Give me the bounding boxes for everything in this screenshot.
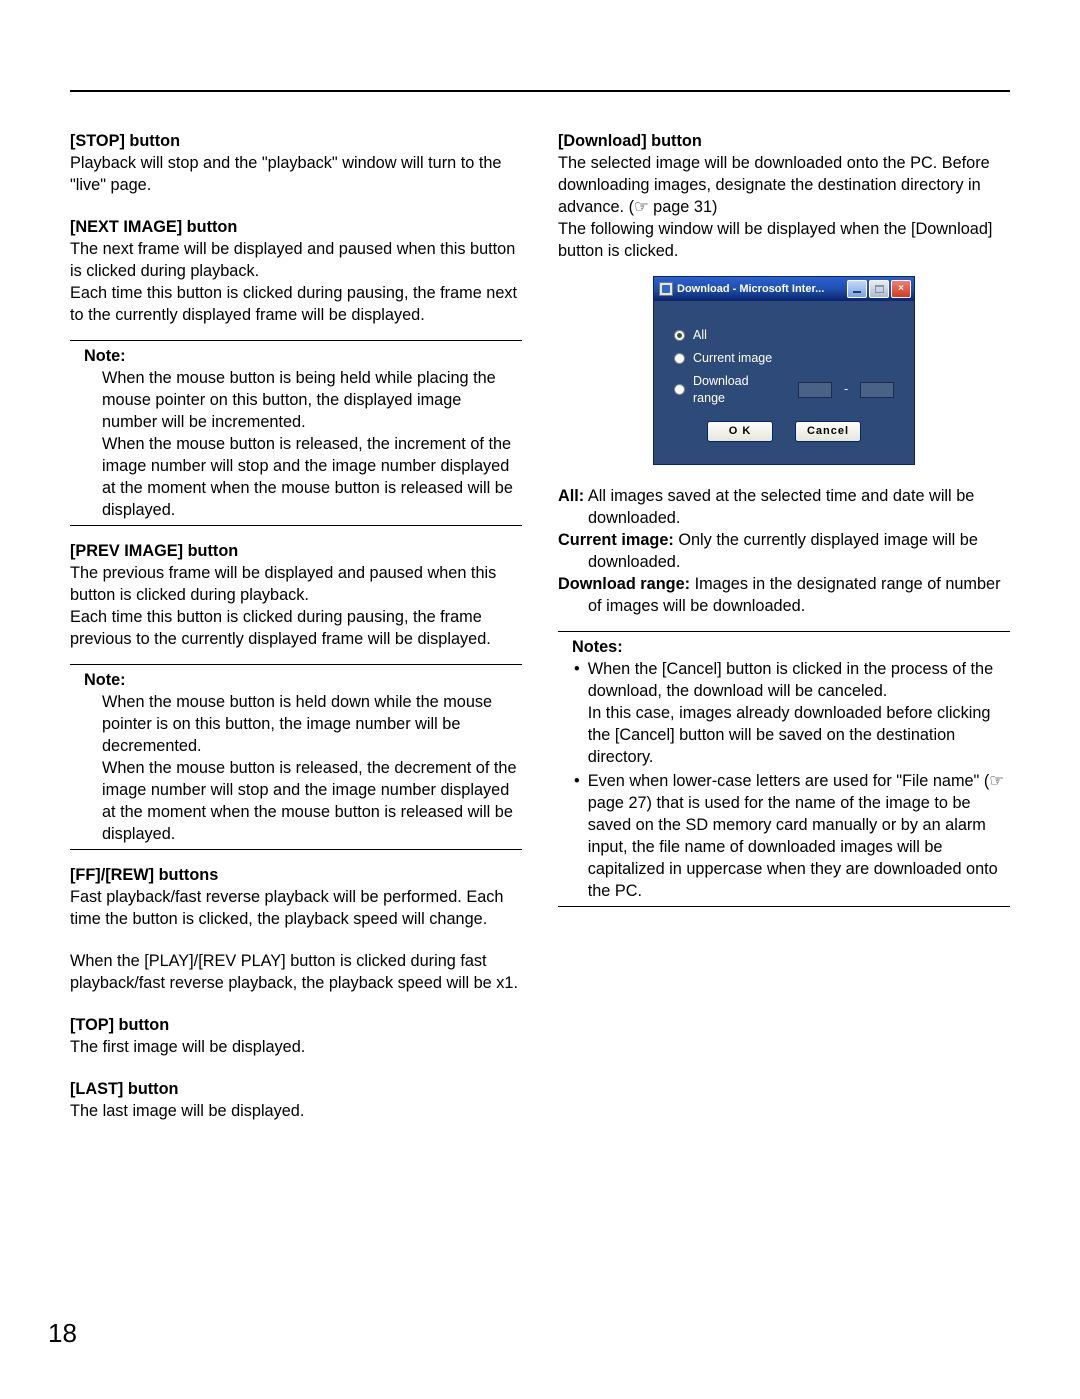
- dialog-title: Download - Microsoft Inter...: [677, 282, 845, 297]
- top-button-body: The first image will be displayed.: [70, 1036, 522, 1058]
- def-range: Download range: Images in the designated…: [558, 573, 1010, 617]
- def-all: All: All images saved at the selected ti…: [558, 485, 1010, 529]
- right-column: [Download] button The selected image wil…: [558, 130, 1010, 1122]
- ie-icon: [659, 282, 673, 296]
- note-rule: [558, 631, 1010, 632]
- stop-button-body: Playback will stop and the "playback" wi…: [70, 152, 522, 196]
- definition-list: All: All images saved at the selected ti…: [558, 485, 1010, 617]
- dialog-buttons: O K Cancel: [674, 421, 894, 442]
- ff-rew-body-1: Fast playback/fast reverse playback will…: [70, 886, 522, 930]
- radio-icon: [674, 353, 685, 364]
- dialog-body: All Current image Download range - O K C…: [654, 301, 914, 464]
- download-button-heading: [Download] button: [558, 130, 1010, 152]
- notes-1-text: When the [Cancel] button is clicked in t…: [588, 658, 1010, 768]
- option-range-label: Download range: [693, 373, 778, 407]
- next-image-body-1: The next frame will be displayed and pau…: [70, 238, 522, 282]
- page-number: 18: [48, 1318, 77, 1349]
- next-note-1: When the mouse button is being held whil…: [102, 367, 518, 433]
- maximize-button[interactable]: [869, 280, 889, 298]
- notes-bullet-2: • Even when lower-case letters are used …: [574, 770, 1010, 902]
- top-button-heading: [TOP] button: [70, 1014, 522, 1036]
- option-current[interactable]: Current image: [674, 350, 894, 367]
- ff-rew-heading: [FF]/[REW] buttons: [70, 864, 522, 886]
- bullet-icon: •: [574, 658, 580, 768]
- page-content: [STOP] button Playback will stop and the…: [0, 0, 1080, 1182]
- two-column-layout: [STOP] button Playback will stop and the…: [70, 130, 1010, 1122]
- prev-image-heading: [PREV IMAGE] button: [70, 540, 522, 562]
- def-all-text: All images saved at the selected time an…: [584, 487, 974, 527]
- prev-image-body-2: Each time this button is clicked during …: [70, 606, 522, 650]
- option-current-label: Current image: [693, 350, 772, 367]
- note-rule: [70, 525, 522, 526]
- header-rule: [70, 90, 1010, 92]
- last-button-body: The last image will be displayed.: [70, 1100, 522, 1122]
- download-body-1: The selected image will be downloaded on…: [558, 152, 1010, 218]
- note-rule: [558, 906, 1010, 907]
- option-range[interactable]: Download range -: [674, 373, 894, 407]
- notes-bullet-1: • When the [Cancel] button is clicked in…: [574, 658, 1010, 768]
- next-note-2: When the mouse button is released, the i…: [102, 433, 518, 521]
- download-dialog: Download - Microsoft Inter... × All Curr…: [653, 276, 915, 465]
- note-label: Note:: [84, 669, 522, 691]
- stop-button-heading: [STOP] button: [70, 130, 522, 152]
- def-current-label: Current image:: [558, 531, 674, 549]
- bullet-icon: •: [574, 770, 580, 902]
- def-range-label: Download range:: [558, 575, 690, 593]
- close-button[interactable]: ×: [891, 280, 911, 298]
- def-current: Current image: Only the currently displa…: [558, 529, 1010, 573]
- cancel-button[interactable]: Cancel: [795, 421, 861, 442]
- note-rule: [70, 664, 522, 665]
- notes-1b: In this case, images already downloaded …: [588, 704, 991, 766]
- range-from-input[interactable]: [798, 382, 832, 398]
- notes-2-text: Even when lower-case letters are used fo…: [588, 770, 1010, 902]
- next-image-heading: [NEXT IMAGE] button: [70, 216, 522, 238]
- range-to-input[interactable]: [860, 382, 894, 398]
- notes-1a: When the [Cancel] button is clicked in t…: [588, 660, 993, 700]
- minimize-button[interactable]: [847, 280, 867, 298]
- note-label: Note:: [84, 345, 522, 367]
- note-rule: [70, 849, 522, 850]
- ff-rew-body-2: When the [PLAY]/[REV PLAY] button is cli…: [70, 950, 522, 994]
- range-separator: -: [844, 381, 848, 398]
- radio-icon: [674, 384, 685, 395]
- prev-note-2: When the mouse button is released, the d…: [102, 757, 518, 845]
- radio-icon: [674, 330, 685, 341]
- dialog-titlebar: Download - Microsoft Inter... ×: [654, 277, 914, 301]
- next-image-body-2: Each time this button is clicked during …: [70, 282, 522, 326]
- ok-button[interactable]: O K: [707, 421, 773, 442]
- option-all-label: All: [693, 327, 707, 344]
- last-button-heading: [LAST] button: [70, 1078, 522, 1100]
- download-body-2: The following window will be displayed w…: [558, 218, 1010, 262]
- note-rule: [70, 340, 522, 341]
- notes-label: Notes:: [572, 636, 1010, 658]
- def-all-label: All:: [558, 487, 584, 505]
- prev-image-body-1: The previous frame will be displayed and…: [70, 562, 522, 606]
- option-all[interactable]: All: [674, 327, 894, 344]
- left-column: [STOP] button Playback will stop and the…: [70, 130, 522, 1122]
- prev-note-1: When the mouse button is held down while…: [102, 691, 518, 757]
